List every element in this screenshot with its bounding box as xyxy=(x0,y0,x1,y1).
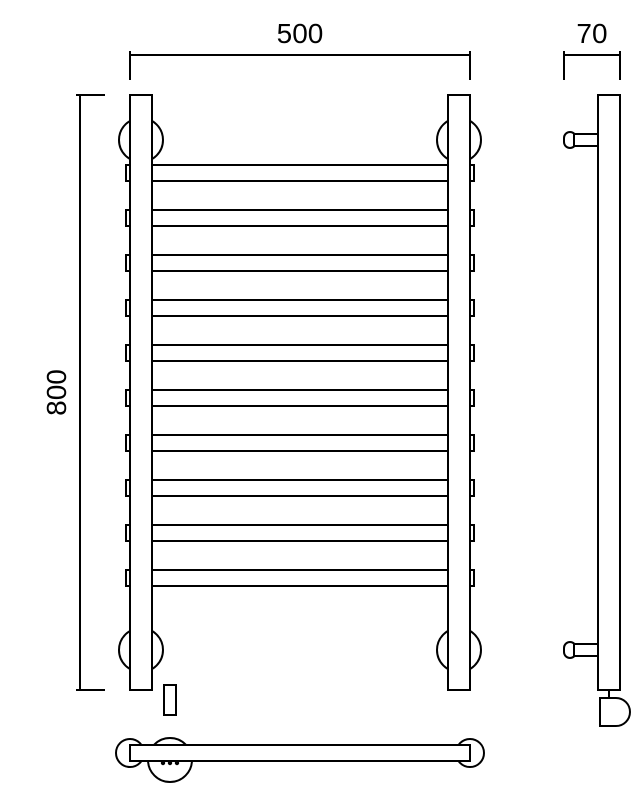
dim-height-label: 800 xyxy=(41,369,72,416)
dim-width-label: 500 xyxy=(277,18,324,49)
dim-depth-label: 70 xyxy=(576,18,607,49)
